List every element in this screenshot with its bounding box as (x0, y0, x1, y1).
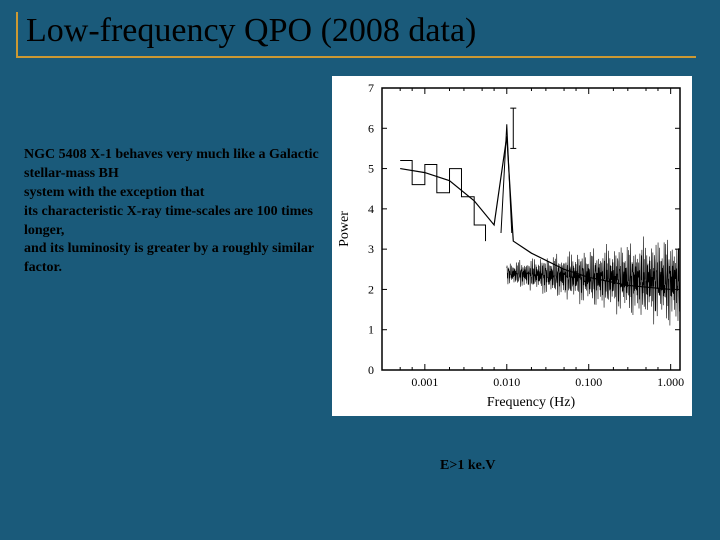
svg-text:1: 1 (368, 323, 374, 337)
svg-text:3: 3 (368, 242, 374, 256)
svg-text:6: 6 (368, 121, 374, 135)
svg-text:4: 4 (368, 202, 374, 216)
body-text: NGC 5408 X-1 behaves very much like a Ga… (24, 147, 319, 275)
content-row: NGC 5408 X-1 behaves very much like a Ga… (24, 76, 696, 416)
svg-text:Frequency (Hz): Frequency (Hz) (487, 395, 576, 410)
description-text: NGC 5408 X-1 behaves very much like a Ga… (24, 76, 324, 416)
svg-text:1.000: 1.000 (657, 375, 684, 389)
slide-title: Low-frequency QPO (2008 data) (26, 12, 696, 50)
svg-text:2: 2 (368, 282, 374, 296)
svg-text:7: 7 (368, 81, 374, 95)
svg-text:0.001: 0.001 (411, 375, 438, 389)
svg-text:0.100: 0.100 (575, 375, 602, 389)
title-container: Low-frequency QPO (2008 data) (16, 12, 696, 58)
power-spectrum-chart: 0 1 2 3 4 5 6 7 0.001 0.010 0.100 1.000 Frequency (H… (332, 76, 692, 416)
chart-caption: E>1 ke.V (440, 458, 495, 474)
svg-text:0.010: 0.010 (493, 375, 520, 389)
chart-svg: 0 1 2 3 4 5 6 7 0.001 0.010 0.100 1.000 Frequency (H… (332, 76, 692, 416)
svg-text:0: 0 (368, 363, 374, 377)
svg-text:Power: Power (337, 211, 352, 247)
svg-text:5: 5 (368, 162, 374, 176)
